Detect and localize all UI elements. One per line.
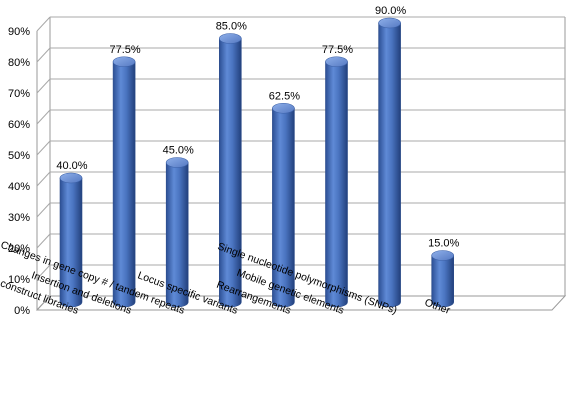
bar xyxy=(59,172,83,308)
gridline-side xyxy=(36,233,51,249)
bar xyxy=(325,56,348,308)
data-label: 85.0% xyxy=(216,21,247,33)
y-tick-label: 60% xyxy=(8,119,30,131)
data-labels: 40.0% 77.5% 45.0% 85.0% 62.5% 77.5% 90.0% 15.0% xyxy=(56,5,459,250)
chart-bars xyxy=(59,17,455,308)
gridline-side xyxy=(36,202,51,218)
bar xyxy=(112,56,136,308)
bar xyxy=(272,102,295,308)
y-tick-label: 40% xyxy=(8,181,30,193)
y-tick-label: 10% xyxy=(8,274,30,286)
y-tick-label: 30% xyxy=(8,212,30,224)
bar xyxy=(165,157,189,308)
gridline-side xyxy=(36,78,51,94)
data-label: 77.5% xyxy=(322,44,353,56)
data-label: 40.0% xyxy=(56,160,87,172)
bar xyxy=(219,33,242,308)
chart-axes xyxy=(35,16,567,311)
gridline-side xyxy=(36,47,51,63)
bar xyxy=(431,250,455,308)
data-label: 90.0% xyxy=(375,5,406,17)
data-label: 15.0% xyxy=(428,238,459,250)
gridline-side xyxy=(36,140,51,156)
y-tick-label: 90% xyxy=(8,26,30,38)
y-tick-label: 80% xyxy=(8,57,30,69)
gridline-side xyxy=(36,16,51,32)
gridline-side xyxy=(36,171,51,187)
y-tick-label: 50% xyxy=(8,150,30,162)
data-label: 77.5% xyxy=(109,44,140,56)
bar xyxy=(378,17,401,308)
y-tick-label: 70% xyxy=(8,88,30,100)
data-label: 45.0% xyxy=(163,145,194,157)
y-tick-label: 20% xyxy=(8,243,30,255)
gridline-side xyxy=(36,264,51,280)
y-axis-ticks: 0% 10% 20% 30% 40% 50% 60% 70% 80% 90% xyxy=(8,26,30,317)
y-tick-label: 0% xyxy=(14,305,30,317)
data-label: 62.5% xyxy=(269,90,300,102)
gridline-side xyxy=(36,109,51,125)
